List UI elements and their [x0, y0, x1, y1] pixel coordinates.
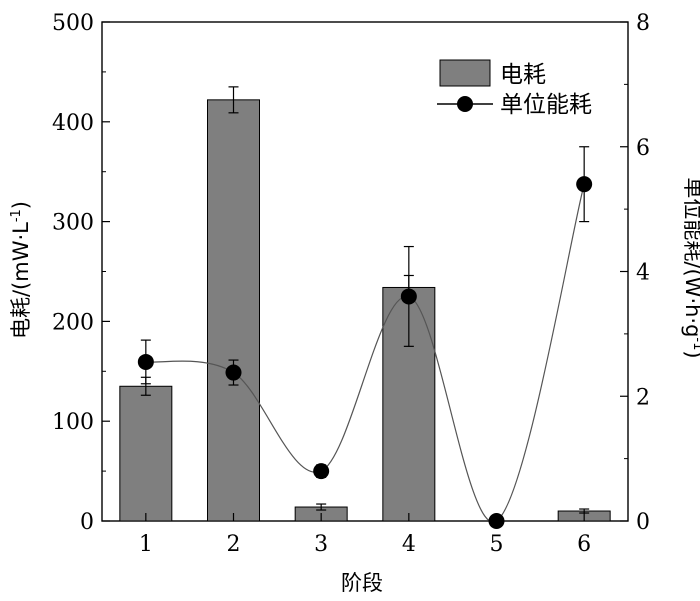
y2-axis-title-close: ): [681, 350, 700, 358]
point-stage-3: [313, 463, 330, 480]
y-tick-label-400: 400: [52, 111, 94, 136]
y2-tick-label-0: 0: [636, 510, 650, 535]
y-axis-title: 电耗/(mW·L-1): [9, 201, 33, 339]
legend-bar-label: 电耗: [500, 62, 546, 88]
bar-series: [119, 86, 611, 522]
legend-line-marker: [457, 96, 473, 112]
line-series: [137, 146, 593, 529]
point-stage-2: [225, 364, 242, 381]
x-tick-label-4: 4: [402, 532, 416, 557]
y2-tick-label-6: 6: [636, 136, 650, 161]
point-stage-6: [576, 176, 593, 193]
x-tick-label-3: 3: [314, 532, 328, 557]
y2-tick-label-4: 4: [636, 261, 650, 286]
y2-axis-title-sup: -1: [690, 337, 700, 350]
y-axis-title-sup: -1: [9, 209, 24, 222]
y-axis-title-close: ): [9, 201, 33, 209]
legend: 电耗 单位能耗: [437, 59, 592, 118]
bar-stage-1: [119, 385, 173, 522]
y-tick-label-0: 0: [80, 510, 94, 535]
y-tick-label-100: 100: [52, 410, 94, 435]
y2-tick-label-8: 8: [636, 11, 650, 36]
y-tick-label-500: 500: [52, 11, 94, 36]
svg-text:单位能耗/(W·h·g-1): 单位能耗/(W·h·g-1): [681, 177, 700, 358]
axes: 0 100 200 300 400 500 0 2 4 6 8 1 2 3 4 5 6: [52, 11, 650, 557]
point-stage-4: [400, 288, 417, 305]
svg-text:电耗/(mW·L-1): 电耗/(mW·L-1): [9, 201, 33, 339]
x-tick-label-6: 6: [577, 532, 591, 557]
bar-stage-2: [207, 99, 260, 522]
y-tick-label-200: 200: [52, 310, 94, 335]
x-tick-label-5: 5: [490, 532, 504, 557]
x-tick-label-1: 1: [139, 532, 153, 557]
y-tick-label-300: 300: [52, 211, 94, 236]
y2-tick-label-2: 2: [636, 385, 650, 410]
y2-axis-title: 单位能耗/(W·h·g-1): [681, 177, 700, 358]
x-axis-title: 阶段: [341, 571, 383, 595]
y2-axis-title-text: 单位能耗/(W·h·g: [681, 177, 700, 337]
legend-bar-swatch: [439, 59, 491, 87]
legend-line-label: 单位能耗: [500, 92, 592, 118]
y-axis-title-text: 电耗/(mW·L: [9, 222, 33, 339]
x-tick-label-2: 2: [227, 532, 241, 557]
point-stage-1: [137, 353, 154, 370]
